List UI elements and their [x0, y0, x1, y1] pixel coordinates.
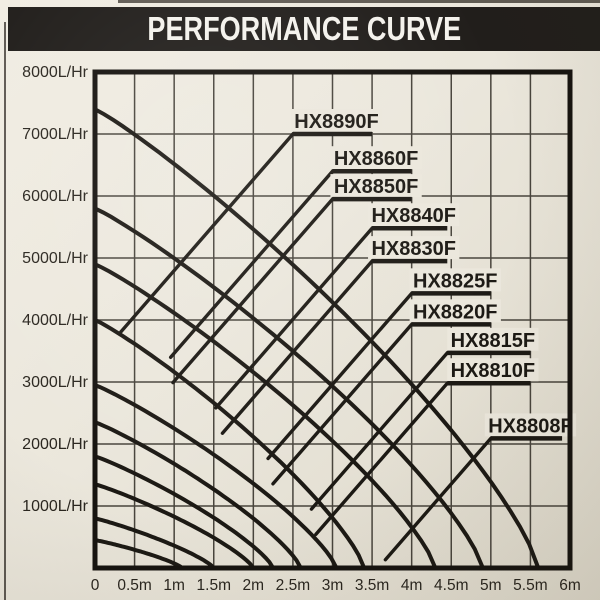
x-axis-tick-label: 4m	[401, 577, 423, 594]
y-axis-tick-label: 8000L/Hr	[22, 64, 88, 81]
curve-label-HX8815F: HX8815F	[451, 330, 536, 352]
pump-curve-HX8825F	[93, 420, 303, 570]
x-axis-tick-label: 2.5m	[276, 577, 310, 594]
pump-curve-HX8860F	[93, 206, 485, 570]
label-backplate-HX8820F	[409, 299, 501, 323]
y-axis-tick-label: 7000L/Hr	[22, 126, 88, 143]
page-title: PERFORMANCE CURVE	[147, 10, 461, 47]
x-axis-tick-label: 0.5m	[117, 577, 151, 594]
curve-label-HX8830F: HX8830F	[371, 238, 456, 260]
curve-label-HX8840F: HX8840F	[371, 205, 456, 227]
y-axis-tick-label: 5000L/Hr	[22, 250, 88, 267]
label-leader-HX8890F	[119, 132, 295, 334]
pump-curve-HX8850F	[93, 262, 438, 570]
label-leader-HX8810F	[314, 381, 449, 537]
label-leader-HX8815F	[309, 351, 449, 511]
pump-curve-HX8815F	[93, 482, 256, 570]
curve-label-HX8860F: HX8860F	[334, 148, 419, 170]
x-axis-tick-label: 0	[91, 577, 100, 594]
x-axis-tick-label: 4.5m	[434, 577, 468, 594]
y-axis-tick-label: 3000L/Hr	[22, 374, 88, 391]
x-axis-tick-label: 5m	[480, 577, 502, 594]
pump-curve-HX8830F	[93, 383, 339, 570]
x-axis-tick-label: 6m	[559, 577, 581, 594]
x-axis-tick-label: 3.5m	[355, 577, 389, 594]
photo-top-edge-line	[118, 0, 600, 3]
label-backplate-HX8830F	[368, 236, 460, 260]
label-leader-HX8830F	[220, 259, 374, 435]
label-backplate-HX8815F	[447, 327, 539, 351]
label-backplate-HX8860F	[330, 146, 422, 170]
pump-curve-HX8808F	[93, 538, 185, 570]
label-leader-HX8850F	[171, 197, 335, 385]
x-axis-tick-label: 1m	[163, 577, 185, 594]
y-axis-tick-label: 2000L/Hr	[22, 436, 88, 453]
plot-frame	[92, 69, 573, 571]
curve-label-HX8825F: HX8825F	[413, 270, 498, 292]
label-leader-HX8860F	[168, 169, 335, 359]
photo-left-edge-line	[4, 22, 6, 600]
label-backplate-HX8850F	[330, 174, 422, 198]
label-backplate-HX8825F	[409, 268, 501, 292]
label-leader-HX8825F	[266, 291, 414, 461]
x-axis-tick-label: 2m	[243, 577, 265, 594]
label-backplate-HX8840F	[368, 203, 460, 227]
label-leader-HX8820F	[271, 322, 414, 486]
y-axis-tick-label: 4000L/Hr	[22, 312, 88, 329]
curve-label-HX8850F: HX8850F	[334, 176, 419, 198]
pump-curve-HX8820F	[93, 454, 276, 570]
label-backplate-HX8810F	[447, 358, 539, 382]
curve-label-HX8808F: HX8808F	[488, 415, 573, 437]
curve-label-HX8810F: HX8810F	[451, 360, 536, 382]
x-axis-tick-label: 5.5m	[513, 577, 547, 594]
curve-label-HX8890F: HX8890F	[294, 111, 379, 133]
curve-label-HX8820F: HX8820F	[413, 301, 498, 323]
x-axis-tick-label: 1.5m	[197, 577, 231, 594]
x-axis-tick-label: 3m	[322, 577, 344, 594]
label-leader-HX8808F	[383, 436, 493, 562]
y-axis-tick-label: 6000L/Hr	[22, 188, 88, 205]
label-backplate-HX8808F	[484, 413, 577, 437]
title-banner: PERFORMANCE CURVE	[8, 7, 600, 51]
label-backplate-HX8890F	[290, 109, 383, 132]
label-leader-HX8840F	[214, 226, 374, 410]
y-axis-tick-label: 1000L/Hr	[22, 498, 88, 515]
pump-curve-HX8890F	[93, 107, 541, 570]
pump-curve-HX8810F	[93, 516, 216, 570]
